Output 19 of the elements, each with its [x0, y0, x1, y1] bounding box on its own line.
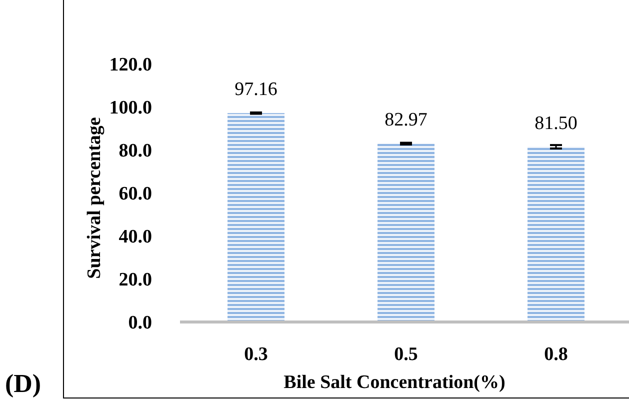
- text: (D): [5, 369, 42, 398]
- data-label: 82.97: [384, 110, 428, 131]
- y-axis-title: Survival percentage: [84, 117, 105, 279]
- y-tick-label: 20.0: [118, 270, 152, 291]
- bar: [228, 113, 284, 322]
- data-label: 81.50: [534, 112, 578, 134]
- y-tick-label: 0.0: [128, 312, 152, 334]
- x-tick-label: 0.3: [244, 344, 268, 365]
- data-label: 97.16: [234, 79, 278, 100]
- y-tick-label: 100.0: [109, 98, 152, 119]
- y-tick-label: 60.0: [118, 184, 152, 205]
- y-tick-label: 40.0: [118, 226, 152, 248]
- bar: [528, 146, 584, 322]
- x-tick-label: 0.8: [544, 344, 568, 365]
- y-tick-label: 80.0: [118, 140, 152, 162]
- x-tick-label: 0.5: [394, 344, 418, 365]
- bar: [378, 144, 434, 322]
- x-axis-title: Bile Salt Concentration(%): [284, 372, 506, 393]
- y-tick-label: 120.0: [109, 54, 152, 76]
